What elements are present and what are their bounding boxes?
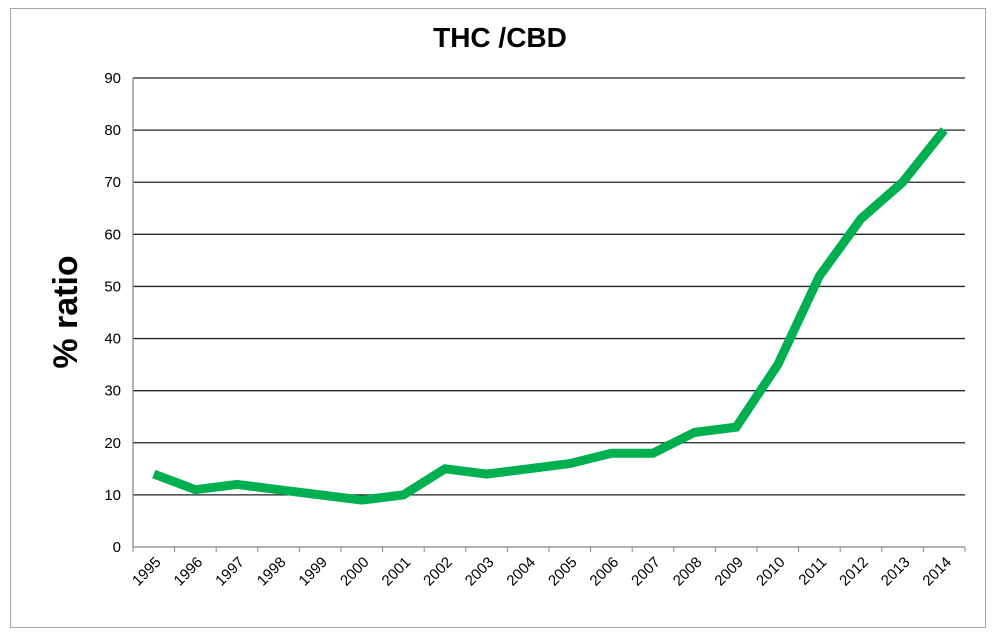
x-tick-label: 2000 <box>337 554 373 590</box>
x-tick-label: 2005 <box>545 554 581 590</box>
y-tick-label: 60 <box>104 226 121 243</box>
x-tick-label: 2009 <box>711 554 747 590</box>
series-line <box>152 127 948 505</box>
x-tick-label: 1999 <box>295 554 331 590</box>
x-tick-label: 2004 <box>503 554 539 590</box>
x-tick-label: 1996 <box>171 554 207 590</box>
x-tick-label: 2012 <box>836 554 872 590</box>
x-tick-label: 2001 <box>379 554 415 590</box>
x-tick-label: 2003 <box>462 554 498 590</box>
y-tick-label: 30 <box>104 383 121 400</box>
y-axis-label: % ratio <box>47 255 85 368</box>
y-tick-label: 50 <box>104 278 121 295</box>
x-tick-label: 2013 <box>878 554 914 590</box>
chart-title: THC /CBD <box>433 22 567 53</box>
y-tick-label: 40 <box>104 331 121 348</box>
x-tick-label: 2008 <box>670 554 706 590</box>
y-tick-label: 0 <box>113 539 121 556</box>
y-tick-label: 90 <box>104 70 121 87</box>
x-tick-label: 2007 <box>628 554 664 590</box>
y-tick-label: 20 <box>104 435 121 452</box>
y-tick-label: 10 <box>104 487 121 504</box>
x-tick-label: 2014 <box>919 554 955 590</box>
x-tick-label: 2011 <box>795 554 830 589</box>
x-tick-label: 1997 <box>212 554 248 590</box>
x-tick-label: 2006 <box>587 554 623 590</box>
x-tick-label: 1995 <box>129 554 165 590</box>
y-tick-label: 80 <box>104 122 121 139</box>
x-tick-label: 2010 <box>753 554 789 590</box>
x-tick-label: 2002 <box>420 554 456 590</box>
chart-frame <box>10 8 986 628</box>
x-tick-label: 1998 <box>254 554 290 590</box>
y-tick-label: 70 <box>104 174 121 191</box>
